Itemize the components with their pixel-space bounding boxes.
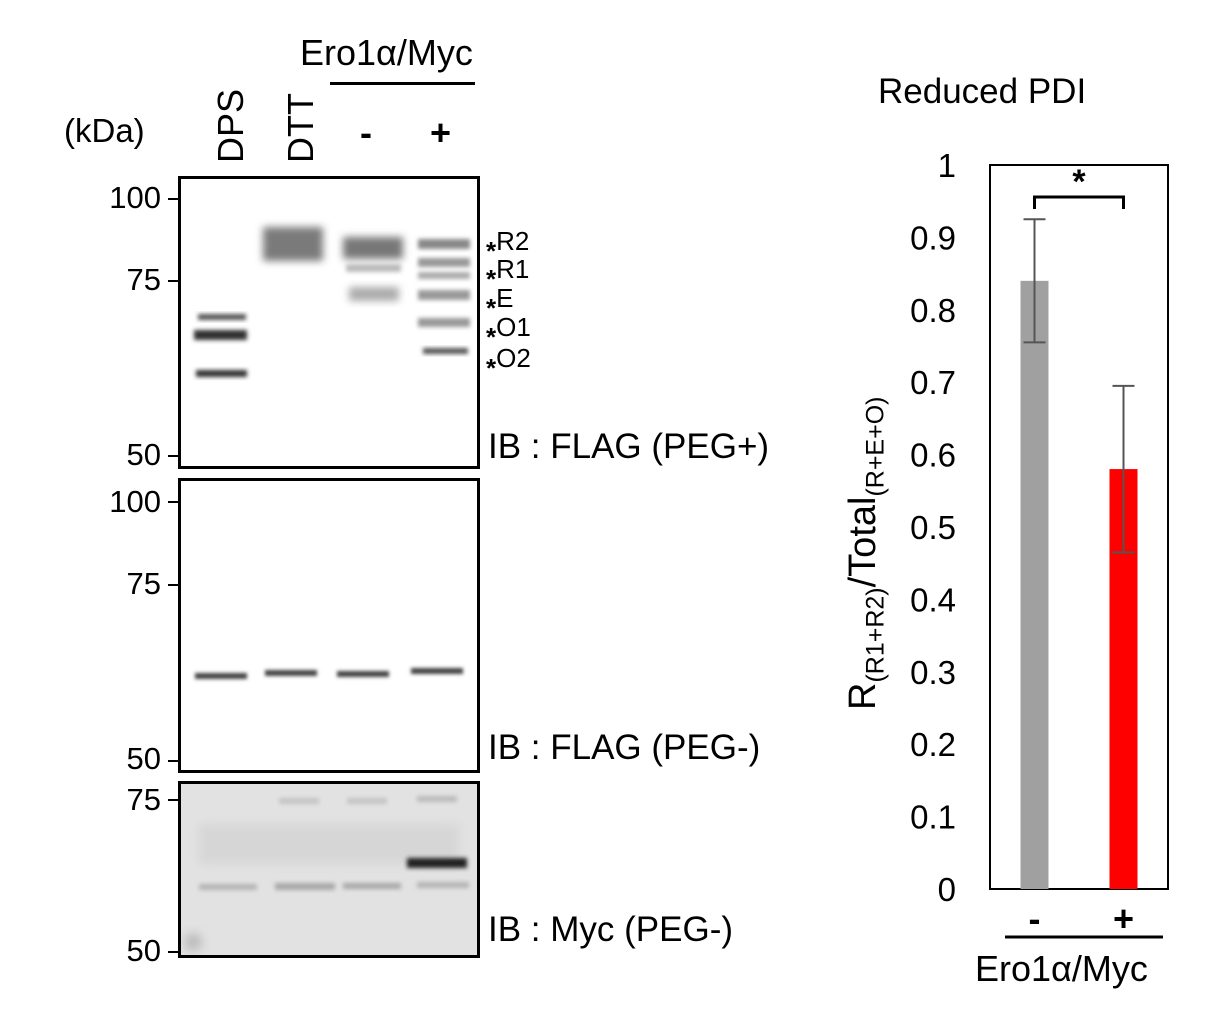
band (275, 883, 335, 890)
marker-tick (168, 584, 178, 586)
ib-label-flag-peg-minus: IB : FLAG (PEG-) (488, 728, 761, 767)
marker-tick (168, 455, 178, 457)
marker-50: 50 (126, 741, 161, 776)
band (265, 670, 317, 676)
band-label-r1: *R1 (486, 254, 530, 294)
x-axis-title: Ero1α/Myc (975, 948, 1148, 989)
marker-50: 50 (126, 437, 161, 472)
ib-label-myc-peg-minus: IB : Myc (PEG-) (488, 910, 733, 949)
y-tick-label: 0.4 (910, 581, 956, 618)
plot-frame (989, 164, 1169, 890)
lane-label-minus: - (360, 112, 372, 153)
blot-bands (181, 784, 477, 955)
band (418, 290, 470, 300)
band (423, 348, 468, 354)
blot-panel-flag-peg-minus (178, 478, 480, 773)
band (343, 237, 403, 259)
background-smear (181, 784, 477, 955)
significance-star: * (1072, 163, 1086, 201)
band (194, 330, 247, 340)
band (407, 858, 467, 868)
band (346, 264, 401, 272)
y-tick-label: 1 (938, 147, 956, 184)
background-smear (199, 824, 459, 864)
band (343, 883, 401, 889)
kda-label: (kDa) (64, 112, 145, 149)
band (337, 671, 389, 677)
marker-tick (168, 501, 178, 503)
band (417, 796, 457, 802)
band (418, 258, 470, 267)
band (347, 798, 387, 804)
band (198, 314, 246, 320)
blot-bands (195, 668, 463, 679)
chart-title: Reduced PDI (878, 72, 1087, 111)
band (196, 370, 247, 377)
chart-plot: 0 0.1 0.2 0.3 0.4 0.5 0.6 0.7 0.8 0.9 1 - + * (910, 147, 1169, 939)
marker-100: 100 (109, 180, 161, 215)
marker-tick (168, 760, 178, 762)
y-tick-label: 0.1 (910, 799, 956, 836)
marker-100: 100 (109, 484, 161, 519)
band-label-r2: *R2 (486, 226, 530, 266)
bar (1020, 280, 1049, 890)
marker-tick (168, 799, 178, 801)
blot-panel-flag-peg-plus (178, 176, 480, 469)
band (411, 668, 463, 674)
band (349, 287, 399, 301)
significance-bracket (1033, 195, 1125, 209)
band (263, 227, 323, 261)
band (417, 882, 469, 888)
y-tick-label: 0.8 (910, 292, 956, 329)
y-tick-label: 0.9 (910, 219, 956, 256)
band-label-o2: *O2 (486, 343, 531, 383)
band (418, 272, 470, 279)
marker-tick (168, 198, 178, 200)
band (199, 884, 257, 890)
marker-tick (168, 280, 178, 282)
x-tick-label: - (1029, 898, 1041, 939)
band (195, 673, 247, 679)
band-label-o1: *O1 (486, 312, 531, 352)
y-tick-label: 0.3 (910, 654, 956, 691)
blot-bands (194, 227, 470, 377)
blot-panel-myc-peg-minus (178, 781, 480, 958)
y-tick-label: 0.2 (910, 726, 956, 763)
ib-label-flag-peg-plus: IB : FLAG (PEG+) (488, 427, 770, 466)
ero1a-header-underline (330, 82, 475, 85)
marker-tick (168, 951, 178, 953)
x-tick-label: + (1113, 898, 1134, 939)
lane-label-plus: + (430, 112, 452, 153)
band (418, 239, 470, 249)
marker-75: 75 (126, 782, 161, 817)
marker-50: 50 (126, 933, 161, 968)
y-tick-label: 0.6 (910, 437, 956, 474)
lane-label-dtt: DTT (280, 93, 321, 163)
y-tick-label: 0.7 (910, 364, 956, 401)
y-tick-label: 0.5 (910, 509, 956, 546)
marker-75: 75 (126, 262, 161, 297)
ero1a-myc-header: Ero1α/Myc (300, 32, 473, 73)
band (279, 798, 319, 804)
lane-label-dps: DPS (210, 88, 251, 163)
background-blot (184, 933, 202, 951)
marker-75: 75 (126, 566, 161, 601)
band-label-e: *E (486, 283, 514, 323)
y-axis-label: R(R1+R2)/Total(R+E+O) (842, 396, 890, 710)
band (418, 318, 470, 327)
y-tick-label: 0 (938, 871, 956, 908)
